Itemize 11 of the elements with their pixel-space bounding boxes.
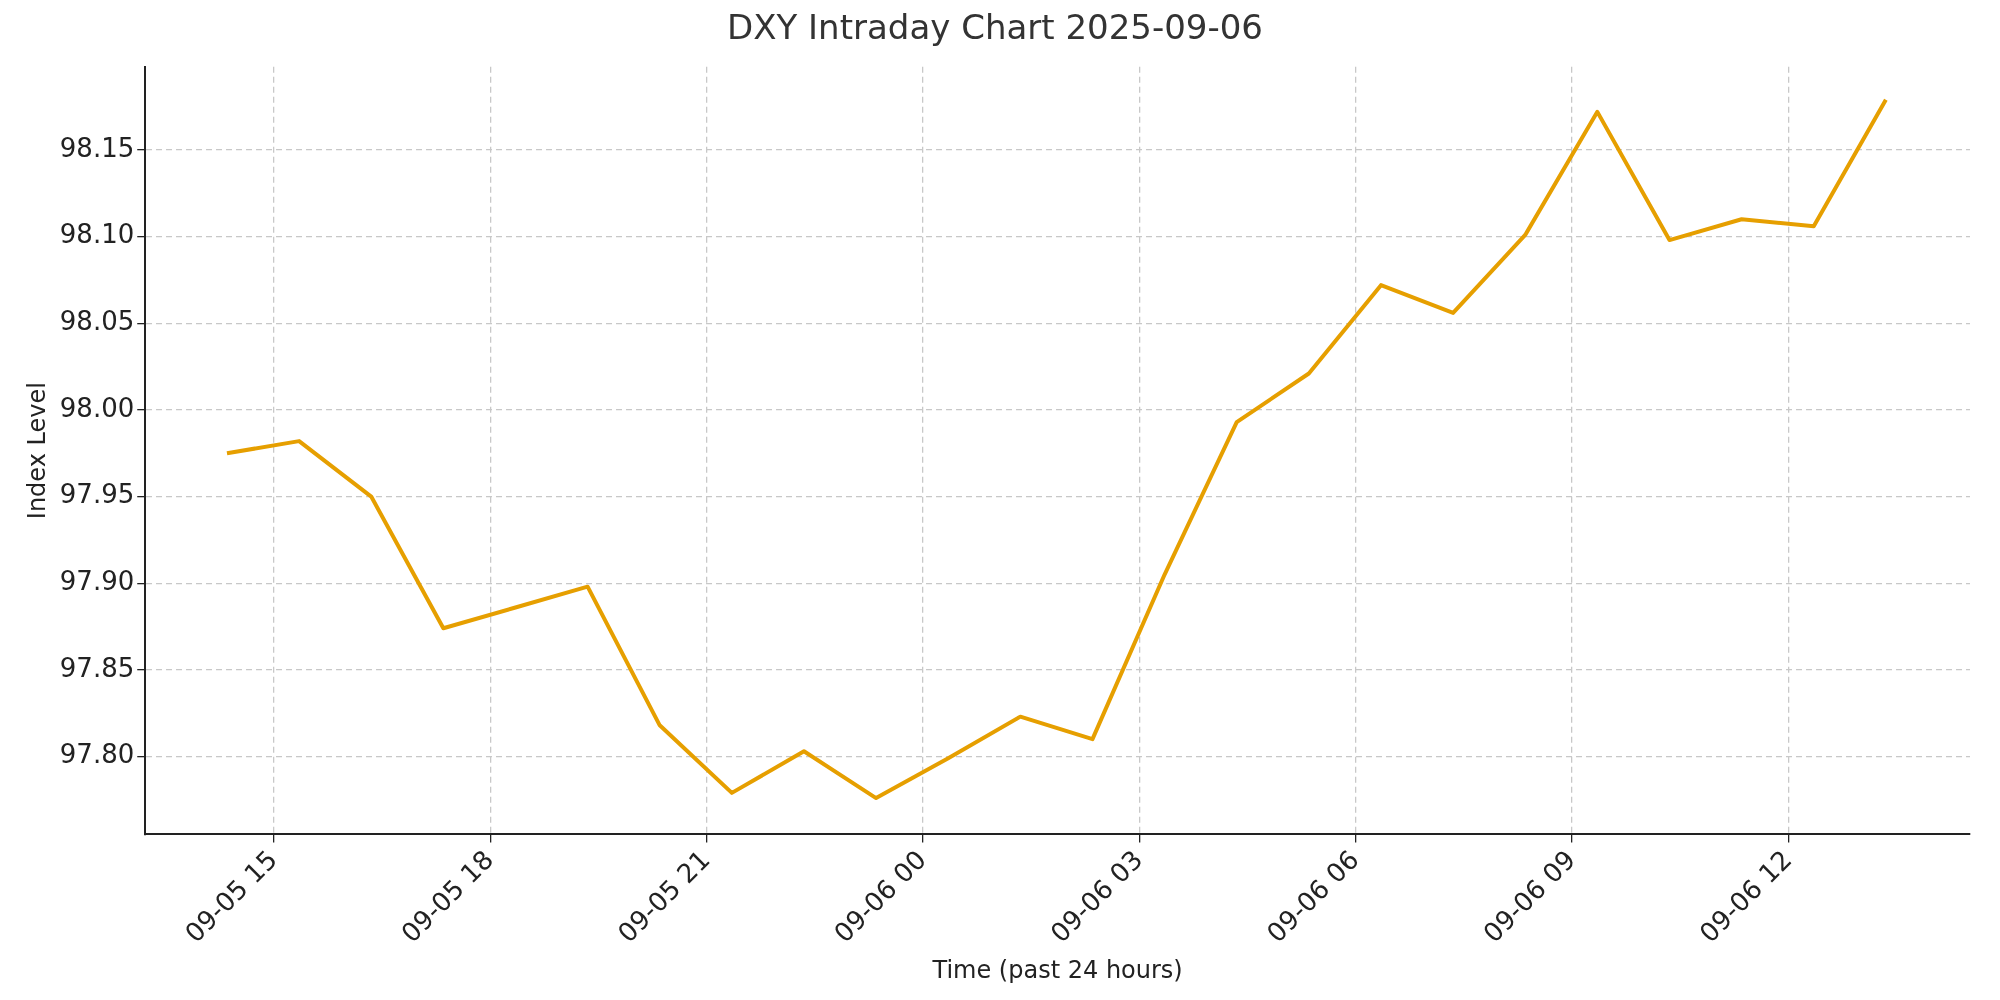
y-axis-title: Index Level: [22, 382, 51, 520]
y-tick-label: 97.80: [59, 739, 135, 770]
y-tick-label: 97.95: [59, 479, 135, 510]
y-tick-label: 98.15: [59, 132, 135, 163]
x-axis-title: Time (past 24 hours): [931, 955, 1183, 984]
y-tick-label: 97.85: [59, 652, 135, 683]
y-tick-label: 98.10: [59, 219, 135, 250]
y-tick-label: 98.00: [59, 392, 135, 423]
y-tick-label: 98.05: [59, 306, 135, 337]
chart-title: DXY Intraday Chart 2025-09-06: [727, 7, 1263, 48]
y-tick-label: 97.90: [59, 565, 135, 596]
